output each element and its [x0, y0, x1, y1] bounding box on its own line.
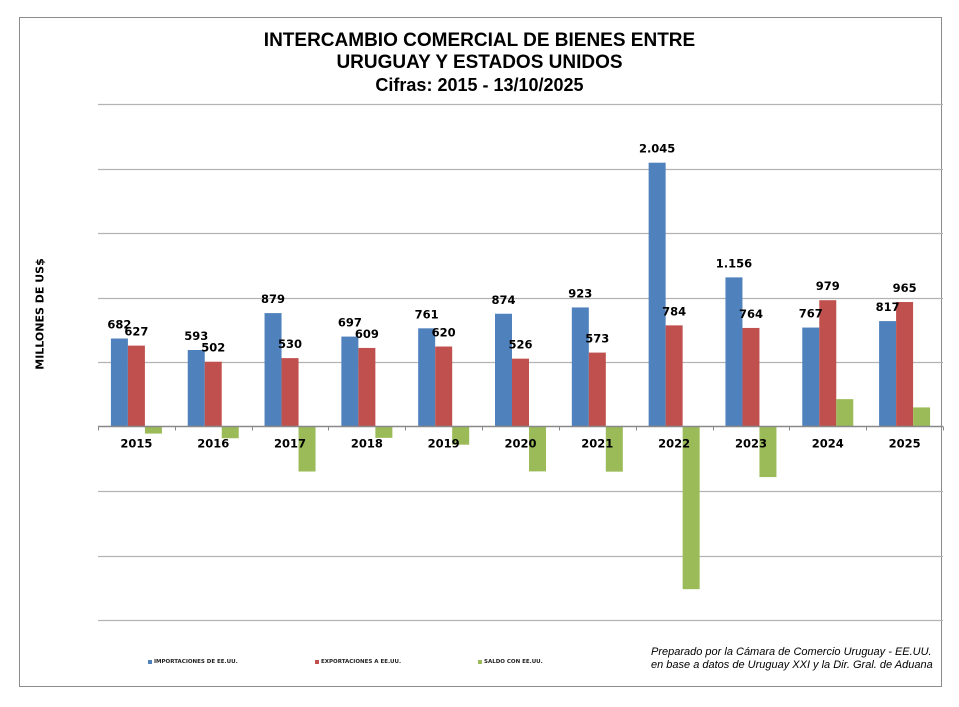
bar-exportaciones-2023: [742, 327, 760, 427]
data-label: 923: [568, 286, 592, 300]
bar-exportaciones-2017: [281, 358, 299, 427]
data-label: 2.045: [639, 142, 675, 156]
legend-swatch-blue: [148, 660, 152, 664]
x-tick-label: 2023: [735, 437, 767, 451]
bar-exportaciones-2018: [358, 347, 376, 427]
legend-item-exportaciones: EXPORTACIONES A EE.UU.: [315, 659, 401, 665]
data-label: 965: [893, 281, 917, 295]
bar-importaciones-2018: [341, 336, 359, 427]
x-tick-label: 2021: [581, 437, 613, 451]
bar-exportaciones-2016: [204, 361, 222, 427]
x-tick-label: 2016: [197, 437, 229, 451]
legend-label: EXPORTACIONES A EE.UU.: [321, 659, 402, 665]
bar-saldo-2023: [759, 426, 777, 478]
x-tick-label: 2018: [351, 437, 383, 451]
bar-exportaciones-2024: [819, 300, 837, 427]
legend-item-importaciones: IMPORTACIONES DE EE.UU.: [148, 659, 238, 665]
bar-importaciones-2022: [648, 162, 666, 427]
x-tick-label: 2024: [812, 437, 844, 451]
bar-importaciones-2023: [725, 277, 743, 427]
bar-importaciones-2025: [879, 321, 897, 427]
chart-frame: [19, 17, 942, 687]
bar-saldo-2020: [529, 426, 546, 472]
x-axis: [98, 425, 944, 431]
bar-exportaciones-2020: [512, 358, 529, 427]
legend-label: SALDO CON EE.UU.: [484, 659, 543, 665]
legend-label: IMPORTACIONES DE EE.UU.: [154, 659, 238, 665]
x-tick-label: 2025: [889, 437, 921, 451]
x-tick-label: 2015: [120, 437, 152, 451]
legend-swatch-red: [315, 660, 319, 664]
bar-importaciones-2021: [571, 307, 589, 427]
bar-importaciones-2017: [264, 313, 282, 427]
source-note: Preparado por la Cámara de Comercio Urug…: [651, 646, 933, 672]
data-label: 593: [184, 329, 208, 343]
x-tick-labels: 2015 2016 2017 2018 2019 2020 2021 2022 2023 2024…: [120, 437, 920, 451]
bar-exportaciones-2019: [435, 346, 453, 427]
data-label: 764: [739, 307, 763, 321]
data-label: 697: [338, 316, 362, 330]
bar-exportaciones-2025: [896, 302, 914, 427]
bar-importaciones-2019: [418, 328, 436, 427]
data-label: 573: [585, 332, 609, 346]
data-label: 761: [415, 307, 439, 321]
data-label: 817: [876, 300, 900, 314]
data-label: 767: [799, 307, 823, 321]
data-label: 627: [124, 325, 148, 339]
bar-saldo-2018: [375, 426, 393, 438]
data-label: 620: [432, 326, 456, 340]
x-tick-label: 2017: [274, 437, 306, 451]
bars: [110, 162, 931, 590]
data-label: 784: [662, 304, 686, 318]
bar-importaciones-2015: [110, 338, 128, 427]
bar-saldo-2019: [452, 426, 470, 445]
bar-importaciones-2020: [495, 313, 512, 427]
legend-item-saldo: SALDO CON EE.UU.: [478, 659, 543, 665]
data-label: 502: [201, 341, 225, 355]
chart-subtitle: URUGUAY Y ESTADOS UNIDOS: [336, 52, 623, 73]
bar-exportaciones-2022: [665, 325, 683, 427]
legend-swatch-green: [478, 660, 482, 664]
bar-saldo-2025: [913, 407, 931, 427]
chart-title: INTERCAMBIO COMERCIAL DE BIENES ENTRE: [263, 30, 696, 51]
data-label: 874: [491, 293, 515, 307]
data-label: 682: [107, 318, 131, 332]
source-note-line-2: en base a datos de Uruguay XXI y la Dir.…: [651, 659, 933, 671]
bar-exportaciones-2015: [127, 345, 145, 427]
chart-period: Cifras: 2015 - 13/10/2025: [375, 75, 584, 95]
data-label: 979: [816, 279, 840, 293]
bar-saldo-2021: [605, 426, 623, 472]
bar-saldo-2017: [298, 426, 316, 472]
x-tick-label: 2019: [428, 437, 460, 451]
bar-exportaciones-2021: [588, 352, 606, 427]
data-label: 530: [278, 337, 302, 351]
bar-saldo-2015: [144, 426, 162, 434]
x-tick-label: 2020: [504, 437, 536, 451]
data-label: 526: [508, 338, 532, 352]
data-label: 609: [355, 327, 379, 341]
data-label: 879: [261, 292, 285, 306]
bar-importaciones-2016: [187, 350, 205, 427]
data-label: 1.156: [716, 256, 752, 270]
x-tick-label: 2022: [658, 437, 690, 451]
bar-saldo-2016: [221, 426, 239, 439]
source-note-line-1: Preparado por la Cámara de Comercio Urug…: [651, 646, 932, 658]
data-labels: 682 593 879 697 761 874 923 2.045 1.156 767 817 627…: [107, 142, 916, 355]
bar-saldo-2024: [836, 399, 854, 427]
bar-saldo-2022: [682, 426, 700, 590]
bar-importaciones-2024: [802, 327, 820, 427]
